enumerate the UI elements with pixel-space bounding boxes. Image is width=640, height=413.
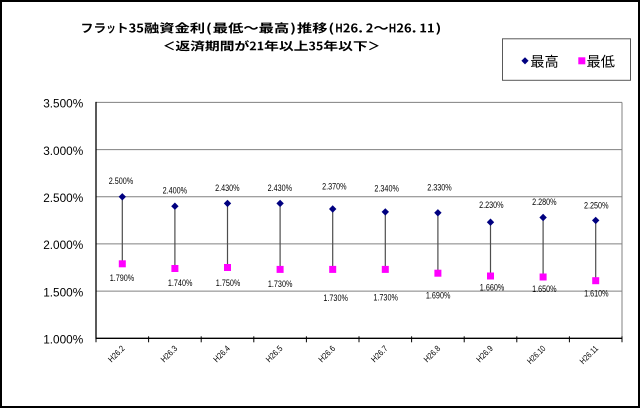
svg-text:2.370%: 2.370% xyxy=(322,182,347,193)
svg-text:2.000%: 2.000% xyxy=(43,238,83,252)
svg-text:1.740%: 1.740% xyxy=(168,278,193,289)
svg-text:2.230%: 2.230% xyxy=(479,200,504,211)
svg-text:2.250%: 2.250% xyxy=(584,201,609,212)
svg-text:1.690%: 1.690% xyxy=(426,291,451,302)
svg-text:1.500%: 1.500% xyxy=(43,285,83,299)
svg-text:1.730%: 1.730% xyxy=(323,293,348,304)
svg-text:2.330%: 2.330% xyxy=(427,183,452,194)
svg-text:1.730%: 1.730% xyxy=(373,292,398,303)
svg-text:1.610%: 1.610% xyxy=(584,289,609,300)
svg-text:1.660%: 1.660% xyxy=(480,283,505,294)
svg-text:1.790%: 1.790% xyxy=(110,273,135,284)
svg-text:2.430%: 2.430% xyxy=(215,183,240,194)
svg-text:2.500%: 2.500% xyxy=(43,191,83,205)
svg-text:3.500%: 3.500% xyxy=(43,97,83,111)
svg-text:1.000%: 1.000% xyxy=(43,333,83,347)
svg-text:2.340%: 2.340% xyxy=(374,184,399,195)
svg-text:3.000%: 3.000% xyxy=(43,144,83,158)
svg-text:1.650%: 1.650% xyxy=(532,284,557,295)
svg-text:2.280%: 2.280% xyxy=(532,197,557,208)
svg-text:2.500%: 2.500% xyxy=(109,176,134,187)
svg-text:1.750%: 1.750% xyxy=(216,278,241,289)
svg-text:2.400%: 2.400% xyxy=(163,185,188,196)
svg-text:1.730%: 1.730% xyxy=(268,279,293,290)
svg-text:2.430%: 2.430% xyxy=(268,183,293,194)
